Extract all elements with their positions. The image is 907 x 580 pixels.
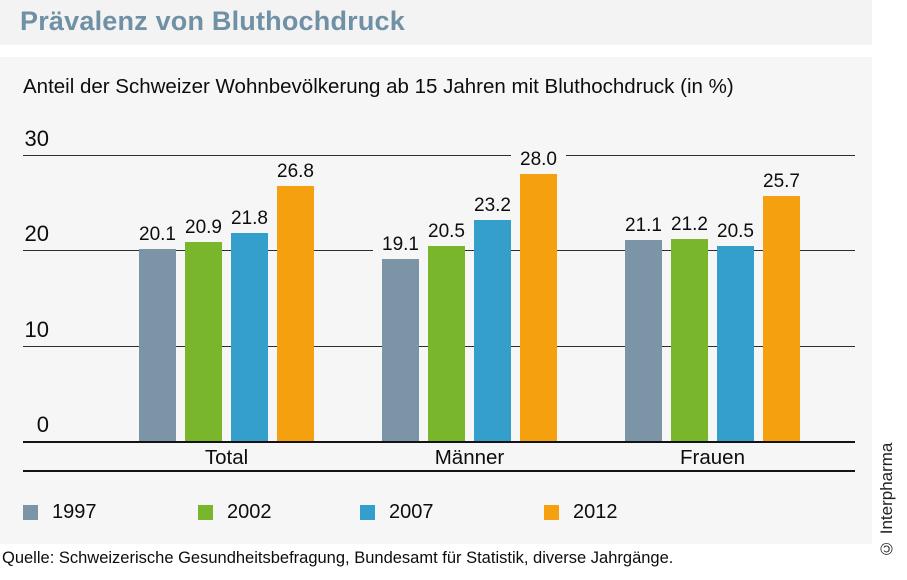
- legend-label-2007: 2007: [389, 500, 434, 523]
- x-axis-label-total: Total: [204, 446, 249, 469]
- gridline-0: [23, 441, 855, 443]
- legend-swatch-2002: [198, 504, 213, 520]
- chart-panel: Anteil der Schweizer Wohnbevölkerung ab …: [0, 57, 872, 544]
- bar-2002-total: [185, 241, 222, 441]
- value-label-2007-maenner: 23.2: [465, 194, 520, 217]
- x-axis-separator-line: [23, 470, 855, 472]
- y-axis-tick-label-10: 10: [24, 316, 49, 342]
- bar-2002-maenner: [428, 245, 465, 441]
- value-label-2012-frauen: 25.7: [754, 170, 809, 193]
- value-label-2002-frauen: 21.2: [662, 213, 717, 236]
- value-label-2012-maenner: 28.0: [511, 149, 566, 172]
- bar-1997-frauen: [625, 239, 662, 441]
- bar-1997-maenner: [382, 258, 419, 441]
- y-axis-tick-label-20: 20: [24, 221, 49, 247]
- gridline-30: [23, 155, 855, 156]
- bar-1997-total: [139, 249, 176, 441]
- legend-swatch-1997: [23, 504, 38, 520]
- bar-2012-total: [277, 185, 314, 441]
- legend-item-2002: 2002: [198, 501, 272, 523]
- legend-swatch-2012: [544, 504, 559, 520]
- value-label-2012-total: 26.8: [268, 160, 323, 183]
- bar-2002-frauen: [671, 238, 708, 441]
- value-label-1997-total: 20.1: [130, 224, 185, 247]
- y-axis-tick-label-0: 0: [36, 412, 49, 437]
- value-label-2002-maenner: 20.5: [419, 220, 474, 243]
- value-label-2002-total: 20.9: [176, 216, 231, 239]
- bar-2012-maenner: [520, 174, 557, 441]
- value-label-1997-maenner: 19.1: [373, 233, 428, 256]
- legend-label-2012: 2012: [573, 500, 618, 523]
- legend-label-2002: 2002: [227, 500, 272, 523]
- title-band: Prävalenz von Bluthochdruck: [0, 0, 872, 45]
- chart-subtitle: Anteil der Schweizer Wohnbevölkerung ab …: [23, 75, 734, 98]
- legend-item-2012: 2012: [544, 501, 618, 523]
- bar-2007-maenner: [474, 219, 511, 441]
- legend-item-2007: 2007: [360, 501, 434, 523]
- page-title: Prävalenz von Bluthochdruck: [20, 6, 405, 36]
- source-note: Quelle: Schweizerische Gesundheitsbefrag…: [2, 549, 674, 567]
- x-axis-label-frauen: Frauen: [680, 446, 745, 469]
- legend-label-1997: 1997: [52, 500, 97, 523]
- x-axis-label-maenner: Männer: [434, 446, 505, 469]
- copyright-note: © Interpharma: [877, 442, 896, 558]
- value-label-2007-frauen: 20.5: [708, 220, 763, 243]
- value-label-2007-total: 21.8: [222, 208, 277, 231]
- bar-2007-total: [231, 233, 268, 441]
- legend-swatch-2007: [360, 504, 375, 520]
- y-axis-tick-label-30: 30: [24, 126, 49, 151]
- legend-item-1997: 1997: [23, 501, 97, 523]
- bar-2012-frauen: [763, 195, 800, 441]
- value-label-1997-frauen: 21.1: [616, 214, 671, 237]
- bar-2007-frauen: [717, 245, 754, 441]
